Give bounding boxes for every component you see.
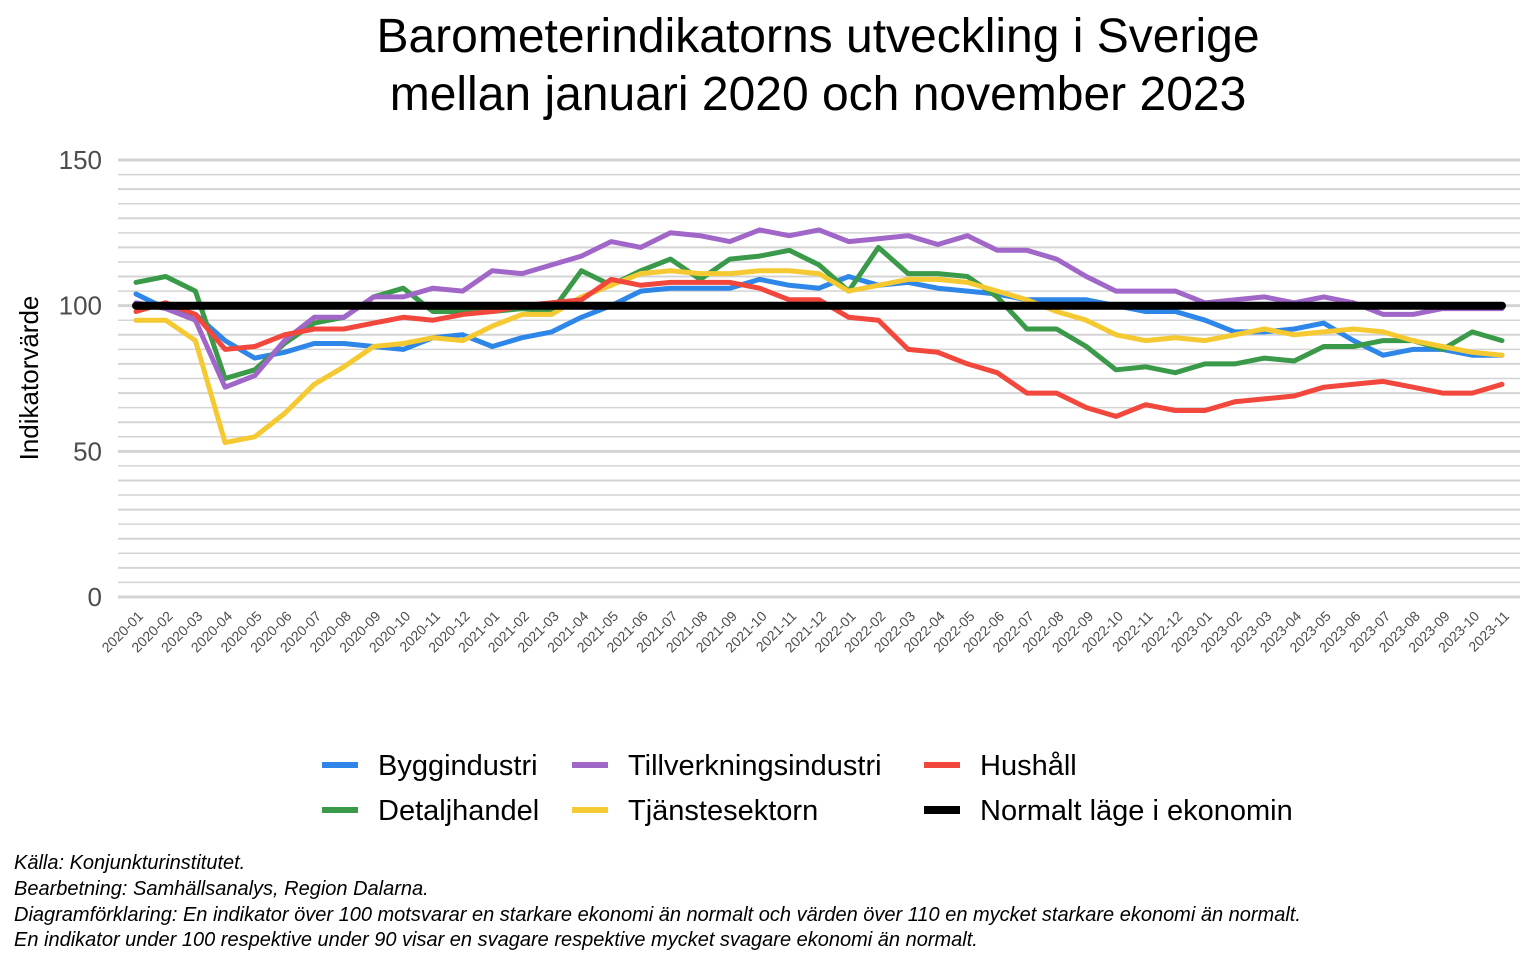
caption-processing: Bearbetning: Samhällsanalys, Region Dala… [14,878,429,900]
series-lines [132,227,1506,446]
series-line-hushåll [133,276,1505,419]
chart-title-line-1: Barometerindikatorns utveckling i Sverig… [376,10,1259,63]
legend-label: Normalt läge i ekonomin [980,795,1293,827]
legend-label: Detaljhandel [378,795,539,827]
y-tick-label: 100 [59,291,102,321]
series-line-tjänstesektorn [133,268,1505,446]
legend-label: Tillverkningsindustri [628,750,882,782]
x-tick-labels: 2020-012020-022020-032020-042020-052020-… [98,608,1512,656]
legend-label: Tjänstesektorn [628,795,818,827]
legend-label: Hushåll [980,750,1077,782]
y-tick-labels: 0 50 100 150 [59,145,102,612]
y-axis-label: Indikatorvärde [14,296,44,461]
series-line-detaljhandel [133,244,1505,381]
y-tick-label: 0 [88,582,102,612]
caption-explanation-1: Diagramförklaring: En indikator över 100… [14,904,1301,926]
legend-label: Byggindustri [378,750,538,782]
grid-lines [118,158,1520,599]
caption-source: Källa: Konjunkturinstitutet. [14,852,246,874]
y-tick-label: 50 [73,436,102,466]
chart-title-line-2: mellan januari 2020 och november 2023 [390,68,1247,121]
y-tick-label: 150 [59,145,102,175]
legend: Byggindustri Tillverkningsindustri Hushåll… [322,750,1293,827]
caption-explanation-2: En indikator under 100 respektive under … [14,929,978,951]
